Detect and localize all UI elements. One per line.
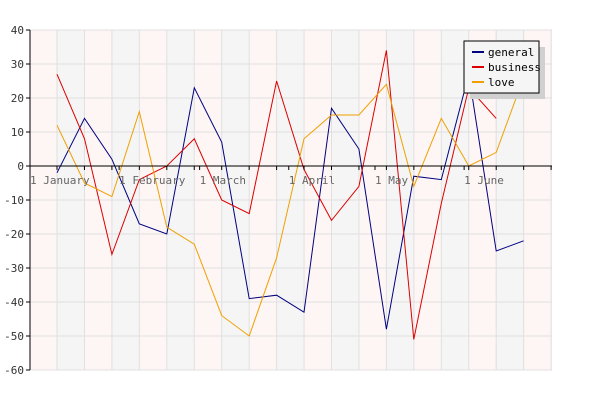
legend: general business love — [463, 40, 545, 99]
legend-label-love: love — [488, 76, 515, 89]
y-axis-ticks: 40 30 20 10 0 -10 -20 -30 -40 -50 -60 — [4, 24, 30, 377]
x-tick-label: 1 March — [200, 174, 246, 187]
x-tick-label: 1 January — [30, 174, 90, 187]
y-tick-label: -40 — [4, 296, 24, 309]
y-tick-label: 10 — [11, 126, 24, 139]
y-tick-label: -50 — [4, 330, 24, 343]
y-tick-label: 20 — [11, 92, 24, 105]
x-tick-label: 1 May — [375, 174, 408, 187]
series-line-love — [56, 77, 525, 337]
y-tick-label: -60 — [4, 364, 24, 377]
y-tick-label: -30 — [4, 262, 24, 275]
y-tick-label: 0 — [17, 160, 24, 173]
x-tick-label: 1 February — [119, 174, 186, 187]
legend-label-general: general — [488, 46, 534, 59]
x-tick-label: 1 June — [464, 174, 504, 187]
legend-label-business: business — [488, 61, 541, 74]
series-line-business — [56, 50, 497, 340]
x-tick-label: 1 April — [289, 174, 335, 187]
y-tick-label: -20 — [4, 228, 24, 241]
series-lines — [56, 50, 525, 340]
series-line-general — [56, 74, 524, 330]
y-tick-label: -10 — [4, 194, 24, 207]
y-tick-label: 30 — [11, 58, 24, 71]
y-tick-label: 40 — [11, 24, 24, 37]
x-axis-ticks: 1 January 1 February 1 March 1 April 1 May 1 … — [29, 166, 552, 187]
